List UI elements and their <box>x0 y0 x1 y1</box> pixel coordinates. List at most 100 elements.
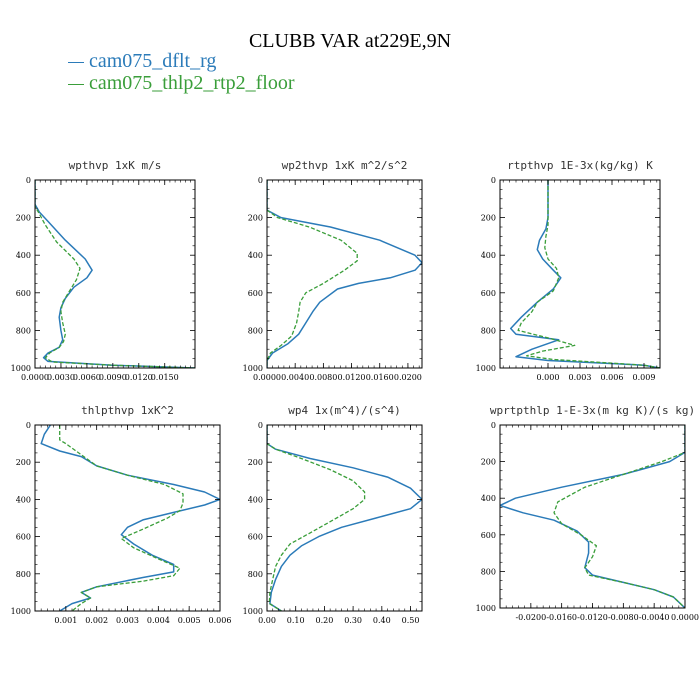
series-line-2 <box>35 180 195 368</box>
series-line-2 <box>267 425 366 611</box>
series-line-1 <box>267 425 422 611</box>
plot-frame <box>499 424 686 609</box>
x-tick-label: 0.003 <box>569 373 592 382</box>
y-tick-label: 0 <box>258 176 263 185</box>
x-tick-label: 0.0090 <box>99 373 127 382</box>
series-line-2 <box>553 425 685 608</box>
x-tick-label: 0.0030 <box>47 373 75 382</box>
plot-frame <box>266 179 423 369</box>
x-tick-label: 0.10 <box>287 616 305 625</box>
x-tick-label: 0.0000 <box>671 613 699 622</box>
y-tick-label: 600 <box>248 289 263 298</box>
y-tick-label: 800 <box>248 326 263 335</box>
series-line-2 <box>517 180 660 368</box>
x-tick-label: 0.000 <box>537 373 560 382</box>
y-tick-label: 400 <box>248 251 263 260</box>
y-tick-label: 400 <box>481 251 496 260</box>
y-tick-label: 600 <box>481 289 496 298</box>
y-tick-label: 600 <box>16 533 31 542</box>
x-tick-label: 0.0060 <box>73 373 101 382</box>
y-tick-label: 400 <box>16 495 31 504</box>
x-tick-label: 0.0080 <box>309 373 337 382</box>
x-tick-label: 0.00 <box>258 616 276 625</box>
panel-title: wprtpthlp 1-E-3x(m kg K)/(s kg) <box>490 404 695 417</box>
y-tick-label: 400 <box>16 251 31 260</box>
panel-5: wp4 1x(m^4)/(s^4) 0.00 0.10 0.20 0.30 0.40 0.5… <box>243 404 423 625</box>
panel-3: rtpthvp 1E-3x(kg/kg) K 0.000 0.003 0.006 0.0… <box>476 159 661 382</box>
y-tick-label: 800 <box>481 567 496 576</box>
y-tick-label: 600 <box>248 533 263 542</box>
legend-entry-dflt: cam075_dflt_rg <box>68 50 216 73</box>
x-tick-label: 0.001 <box>54 616 77 625</box>
y-tick-label: 200 <box>248 458 263 467</box>
y-tick-label: 0 <box>26 176 31 185</box>
x-tick-label: 0.005 <box>178 616 201 625</box>
panel-title: wp2thvp 1xK m^2/s^2 <box>282 159 408 172</box>
x-tick-label: 0.30 <box>344 616 362 625</box>
x-tick-label: 0.002 <box>85 616 108 625</box>
chart-title: CLUBB VAR at229E,9N <box>248 30 452 52</box>
series-line-2 <box>59 425 184 611</box>
y-tick-label: 600 <box>16 289 31 298</box>
y-tick-label: 400 <box>481 494 496 503</box>
y-tick-label: 800 <box>481 326 496 335</box>
x-tick-label: 0.0160 <box>366 373 394 382</box>
y-tick-label: 0 <box>26 421 31 430</box>
panel-6: wprtpthlp 1-E-3x(m kg K)/(s kg)-0.0200 -0… <box>476 404 699 622</box>
panel-title: wpthvp 1xK m/s <box>69 159 162 172</box>
x-tick-label: 0.0200 <box>394 373 422 382</box>
y-tick-label: 200 <box>248 214 263 223</box>
x-tick-label: -0.0120 <box>577 613 608 622</box>
panel-2: wp2thvp 1xK m^2/s^20.0000 0.0040 0.0080 0.0… <box>243 159 423 382</box>
x-tick-label: 0.0150 <box>151 373 179 382</box>
y-tick-label: 1000 <box>243 364 263 373</box>
legend-swatch-floor <box>68 83 84 85</box>
panel-title: wp4 1x(m^4)/(s^4) <box>288 404 401 417</box>
x-tick-label: 0.006 <box>601 373 624 382</box>
x-tick-label: -0.0040 <box>639 613 670 622</box>
x-tick-label: 0.009 <box>633 373 656 382</box>
x-tick-label: 0.0120 <box>338 373 366 382</box>
series-line-1 <box>509 180 660 368</box>
y-tick-label: 0 <box>491 176 496 185</box>
legend-label-dflt: cam075_dflt_rg <box>89 50 217 72</box>
x-tick-label: -0.0160 <box>546 613 577 622</box>
legend-entry-floor: cam075_thlp2_rtp2_floor <box>68 72 295 95</box>
plot-frame <box>34 179 196 369</box>
x-tick-label: 0.0040 <box>281 373 309 382</box>
series-line-1 <box>267 180 422 368</box>
x-tick-label: 0.50 <box>402 616 420 625</box>
y-tick-label: 800 <box>16 326 31 335</box>
y-tick-label: 0 <box>491 421 496 430</box>
series-line-1 <box>40 425 220 611</box>
y-tick-label: 600 <box>481 531 496 540</box>
x-tick-label: 0.0000 <box>253 373 281 382</box>
y-tick-label: 1000 <box>243 607 263 616</box>
y-tick-label: 400 <box>248 495 263 504</box>
x-tick-label: -0.0080 <box>608 613 639 622</box>
panel-title: rtpthvp 1E-3x(kg/kg) K <box>507 159 653 172</box>
x-tick-label: 0.0120 <box>125 373 153 382</box>
series-line-1 <box>35 180 195 368</box>
y-tick-label: 200 <box>481 214 496 223</box>
y-tick-label: 200 <box>481 458 496 467</box>
y-tick-label: 800 <box>16 570 31 579</box>
series-line-1 <box>500 425 685 608</box>
legend-label-floor: cam075_thlp2_rtp2_floor <box>89 72 295 94</box>
x-tick-label: -0.0200 <box>515 613 546 622</box>
plot-frame <box>499 179 661 369</box>
x-tick-label: 0.20 <box>316 616 334 625</box>
x-tick-label: 0.003 <box>116 616 139 625</box>
panel-4: thlpthvp 1xK^2 0.001 0.002 0.003 0.004 0.005 0… <box>11 404 232 625</box>
panel-1: wpthvp 1xK m/s0.00000.00300.00600.00900.… <box>11 159 196 382</box>
y-tick-label: 1000 <box>476 604 496 613</box>
x-tick-label: 0.004 <box>147 616 170 625</box>
y-tick-label: 1000 <box>476 364 496 373</box>
panel-title: thlpthvp 1xK^2 <box>81 404 174 417</box>
y-tick-label: 200 <box>16 458 31 467</box>
y-tick-label: 800 <box>248 570 263 579</box>
x-tick-label: 0.40 <box>373 616 391 625</box>
y-tick-label: 0 <box>258 421 263 430</box>
x-tick-label: 0.006 <box>209 616 232 625</box>
